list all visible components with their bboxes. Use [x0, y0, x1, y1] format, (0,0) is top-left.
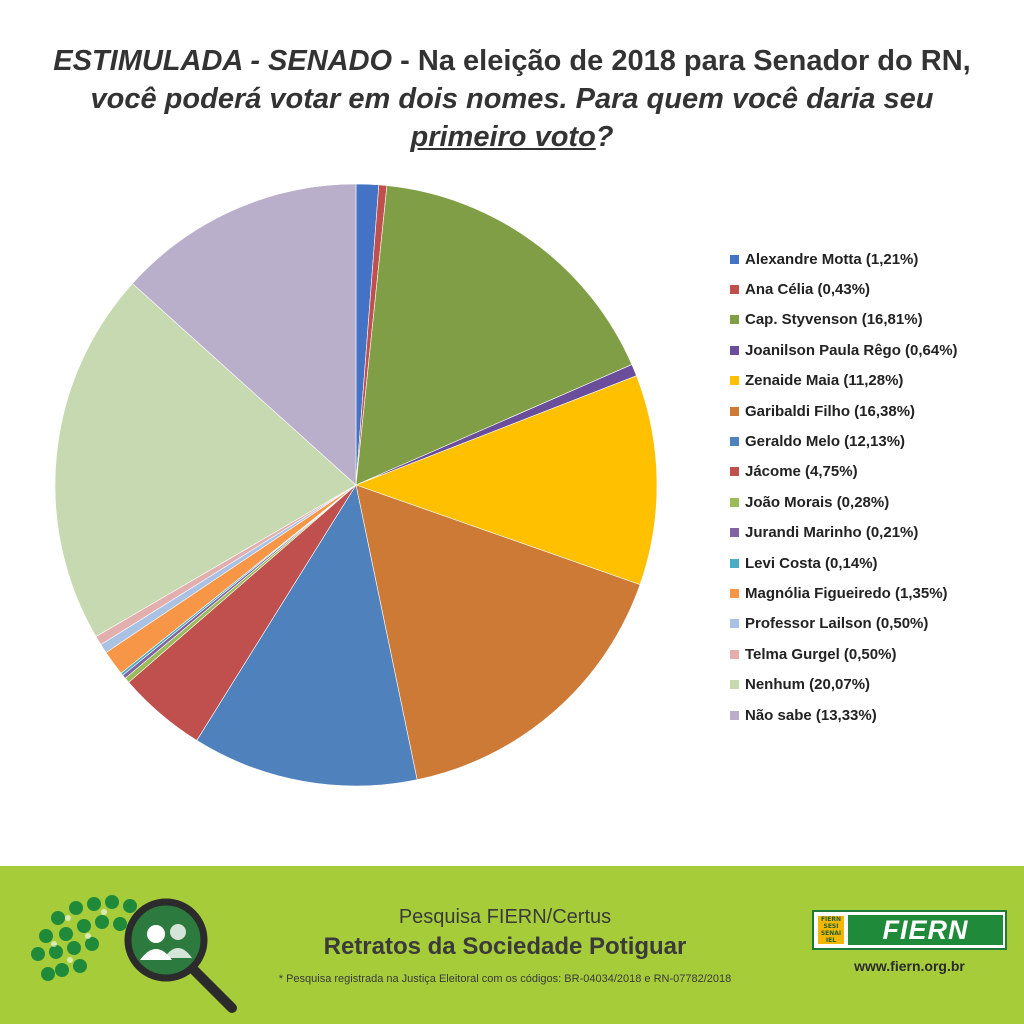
legend-swatch: [730, 619, 739, 629]
title-part-5: ?: [595, 121, 614, 153]
legend-label: Joanilson Paula Rêgo (0,64%): [745, 341, 958, 359]
chart-legend: Alexandre Motta (1,21%) Ana Célia (0,43%)…: [730, 244, 958, 730]
legend-label: Geraldo Melo (12,13%): [745, 433, 906, 451]
title-part-4: primeiro voto: [410, 121, 596, 153]
fiern-wordmark: FIERN: [848, 915, 1003, 945]
legend-item-9: Jurandi Marinho (0,21%): [730, 518, 958, 548]
pie-slice-6: [196, 484, 418, 787]
legend-label: Levi Costa (0,14%): [745, 554, 878, 572]
legend-swatch: [730, 588, 739, 598]
legend-swatch: [730, 437, 739, 447]
legend-label: Telma Gurgel (0,50%): [745, 645, 897, 663]
survey-registration-note: * Pesquisa registrada na Justiça Eleitor…: [278, 973, 732, 985]
legend-swatch: [730, 376, 739, 386]
legend-item-2: Cap. Styvenson (16,81%): [730, 305, 958, 335]
fiern-logo: FIERN SESI SENAI IEL FIERN: [812, 910, 1007, 950]
legend-label: Cap. Styvenson (16,81%): [745, 311, 923, 329]
pie-slice-5: [355, 484, 641, 781]
legend-item-11: Magnólia Figueiredo (1,35%): [730, 578, 958, 608]
pie-slice-2: [355, 185, 633, 486]
pie-chart: [54, 183, 658, 787]
legend-swatch: [730, 285, 739, 295]
pie-slices: [54, 183, 658, 787]
legend-label: Garibaldi Filho (16,38%): [745, 402, 916, 420]
legend-item-15: Não sabe (13,33%): [730, 700, 958, 730]
legend-item-13: Telma Gurgel (0,50%): [730, 639, 958, 669]
legend-item-0: Alexandre Motta (1,21%): [730, 244, 958, 274]
legend-label: Magnólia Figueiredo (1,35%): [745, 584, 948, 602]
legend-swatch: [730, 558, 739, 568]
title-part-2: - Na eleição de 2018 para Senador do RN,: [392, 45, 971, 77]
legend-swatch: [730, 649, 739, 659]
legend-label: Professor Lailson (0,50%): [745, 615, 929, 633]
footer-texts: Pesquisa FIERN/Certus Retratos da Socied…: [250, 904, 760, 988]
fiern-system-mini-logo: FIERN SESI SENAI IEL: [818, 916, 844, 944]
legend-swatch: [730, 345, 739, 355]
legend-item-5: Garibaldi Filho (16,38%): [730, 396, 958, 426]
legend-label: Zenaide Maia (11,28%): [745, 372, 904, 390]
legend-item-14: Nenhum (20,07%): [730, 669, 958, 699]
title-part-3: você poderá votar em dois nomes. Para qu…: [90, 83, 934, 115]
search-people-map-icon: [31, 895, 237, 1013]
legend-swatch: [730, 528, 739, 538]
mini-logo-line: FIERN: [820, 916, 842, 923]
pie-slice-14: [54, 283, 357, 637]
mini-logo-line: IEL: [825, 937, 837, 944]
legend-swatch: [730, 680, 739, 690]
legend-item-1: Ana Célia (0,43%): [730, 274, 958, 304]
legend-item-6: Geraldo Melo (12,13%): [730, 426, 958, 456]
pie-slice-15: [131, 183, 357, 486]
legend-item-10: Levi Costa (0,14%): [730, 548, 958, 578]
legend-item-8: João Morais (0,28%): [730, 487, 958, 517]
legend-swatch: [730, 710, 739, 720]
pie-slice-4: [355, 375, 658, 585]
legend-label: Jácome (4,75%): [745, 463, 858, 481]
survey-title: Retratos da Sociedade Potiguar: [323, 933, 687, 960]
legend-label: Alexandre Motta (1,21%): [745, 250, 919, 268]
mini-logo-line: SENAI: [820, 930, 842, 937]
legend-swatch: [730, 315, 739, 325]
legend-swatch: [730, 497, 739, 507]
legend-label: Não sabe (13,33%): [745, 706, 877, 724]
legend-item-3: Joanilson Paula Rêgo (0,64%): [730, 335, 958, 365]
legend-item-7: Jácome (4,75%): [730, 457, 958, 487]
legend-swatch: [730, 406, 739, 416]
legend-label: Ana Célia (0,43%): [745, 281, 871, 299]
chart-title: ESTIMULADA - SENADO - Na eleição de 2018…: [20, 42, 1004, 156]
survey-name: Pesquisa FIERN/Certus: [398, 906, 612, 928]
legend-label: Nenhum (20,07%): [745, 676, 871, 694]
legend-label: Jurandi Marinho (0,21%): [745, 524, 919, 542]
legend-item-12: Professor Lailson (0,50%): [730, 609, 958, 639]
site-url: www.fiern.org.br: [854, 958, 965, 974]
legend-swatch: [730, 467, 739, 477]
footer-banner: Pesquisa FIERN/Certus Retratos da Socied…: [0, 866, 1024, 1024]
legend-item-4: Zenaide Maia (11,28%): [730, 366, 958, 396]
legend-label: João Morais (0,28%): [745, 493, 890, 511]
title-part-1: ESTIMULADA - SENADO: [53, 45, 393, 77]
mini-logo-line: SESI: [823, 923, 839, 930]
legend-swatch: [730, 254, 739, 264]
